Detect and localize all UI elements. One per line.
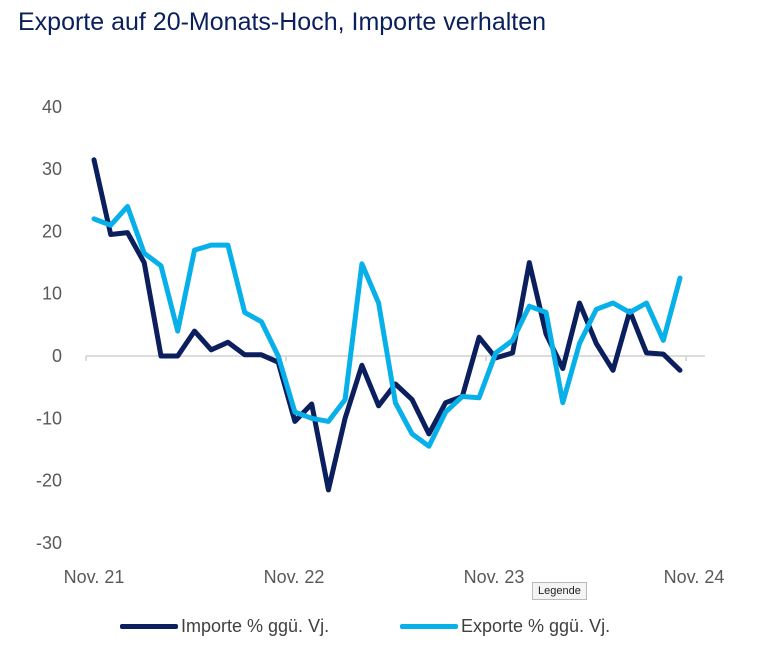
y-tick-label: -20 (36, 471, 62, 491)
x-tick-label: Nov. 22 (264, 567, 325, 587)
y-tick-label: 0 (52, 346, 62, 366)
legend-label-importe: Importe % ggü. Vj. (181, 616, 330, 636)
series-line-importe (91, 157, 683, 493)
legend-item-exporte[interactable]: Exporte % ggü. Vj. (400, 616, 610, 637)
y-tick-label: -30 (36, 533, 62, 553)
y-tick-label: 40 (42, 97, 62, 117)
series-line-exporte (91, 204, 683, 449)
legend-swatch-exporte (400, 624, 458, 629)
x-tick-label: Nov. 21 (64, 567, 125, 587)
y-tick-label: -10 (36, 408, 62, 428)
y-tick-label: 30 (42, 159, 62, 179)
y-tick-label: 20 (42, 221, 62, 241)
legend-swatch-importe (120, 624, 178, 629)
x-tick-label: Nov. 23 (464, 567, 525, 587)
legend-label-exporte: Exporte % ggü. Vj. (461, 616, 611, 636)
y-tick-label: 10 (42, 284, 62, 304)
x-tick-label: Nov. 24 (664, 567, 725, 587)
legend-item-importe[interactable]: Importe % ggü. Vj. (120, 616, 329, 637)
legend-tooltip: Legende (532, 582, 587, 600)
chart-title: Exporte auf 20-Monats-Hoch, Importe verh… (18, 8, 547, 36)
